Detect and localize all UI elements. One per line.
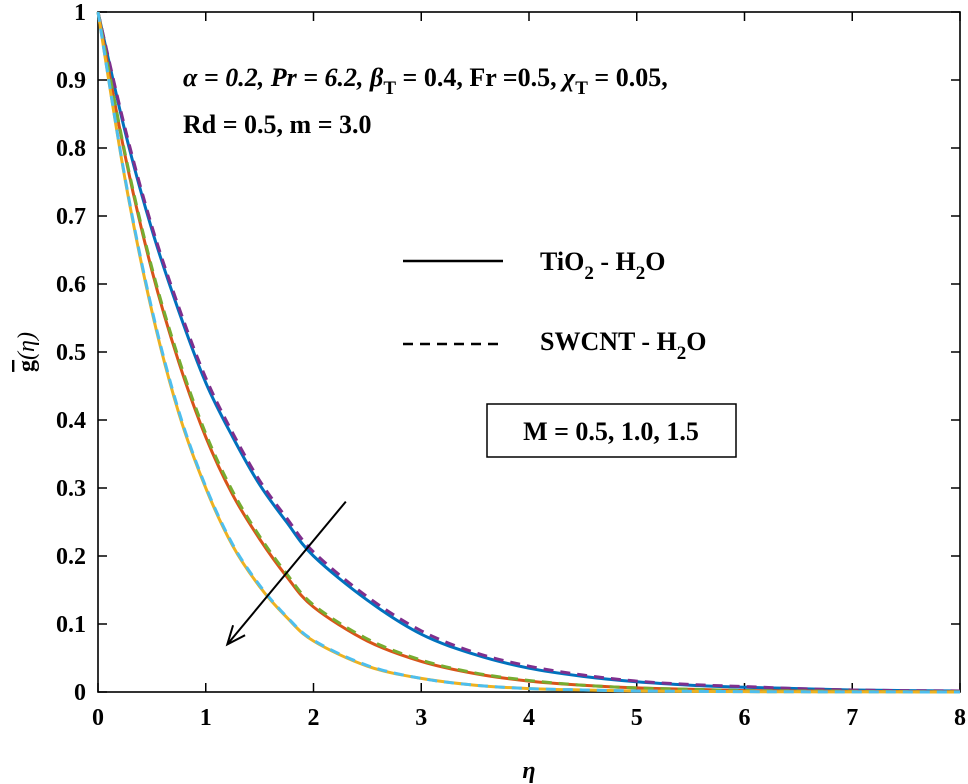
y-tick-label: 0.4 [56,408,86,434]
x-tick-label: 2 [308,705,320,731]
y-tick-label: 0.5 [56,340,86,366]
x-tick-label: 0 [92,705,104,731]
y-axis-label-text: g(η) [14,332,40,372]
y-tick-label: 0.2 [56,544,86,570]
x-tick-label: 3 [415,705,427,731]
x-tick-label: 1 [200,705,212,731]
series-line-6-dashed [96,11,961,694]
x-axis-label: η [522,758,535,784]
y-tick-label: 0.7 [56,204,86,230]
y-tick-label: 0 [74,680,86,706]
axis-ticks: 0 1 2 3 4 5 6 7 8 0 0.1 0.2 0.3 0.4 0.5 0.6 0.7 0.8 0.9 1 [56,0,966,731]
y-tick-label: 0.8 [56,136,86,162]
trend-arrow [225,500,347,647]
y-tick-label: 0.3 [56,476,86,502]
x-tick-label: 6 [739,705,751,731]
legend-dashed-label: SWCNT - H2O [540,327,707,364]
y-tick-label: 0.1 [56,612,86,638]
x-tick-label: 7 [846,705,858,731]
x-tick-label: 5 [631,705,643,731]
y-tick-label: 1 [74,0,86,26]
arrow-head [225,624,246,647]
annotation-box-label: M = 0.5, 1.0, 1.5 [523,417,699,446]
parameters-line-1: α = 0.2, Pr = 6.2, βT = 0.4, Fr =0.5, χT… [183,63,668,99]
series-group [96,11,961,694]
x-tick-label: 8 [954,705,966,731]
annotation-box [486,403,737,458]
series-line-2-dashed [96,11,961,693]
arrow-shaft [226,500,347,646]
y-axis-label: g(η) [14,332,40,372]
x-tick-label: 4 [523,705,535,731]
y-tick-label: 0.9 [56,68,86,94]
legend-solid-label: TiO2 - H2O [540,247,665,284]
parameters-line-2: Rd = 0.5, m = 3.0 [183,110,372,139]
y-tick-label: 0.6 [56,272,86,298]
